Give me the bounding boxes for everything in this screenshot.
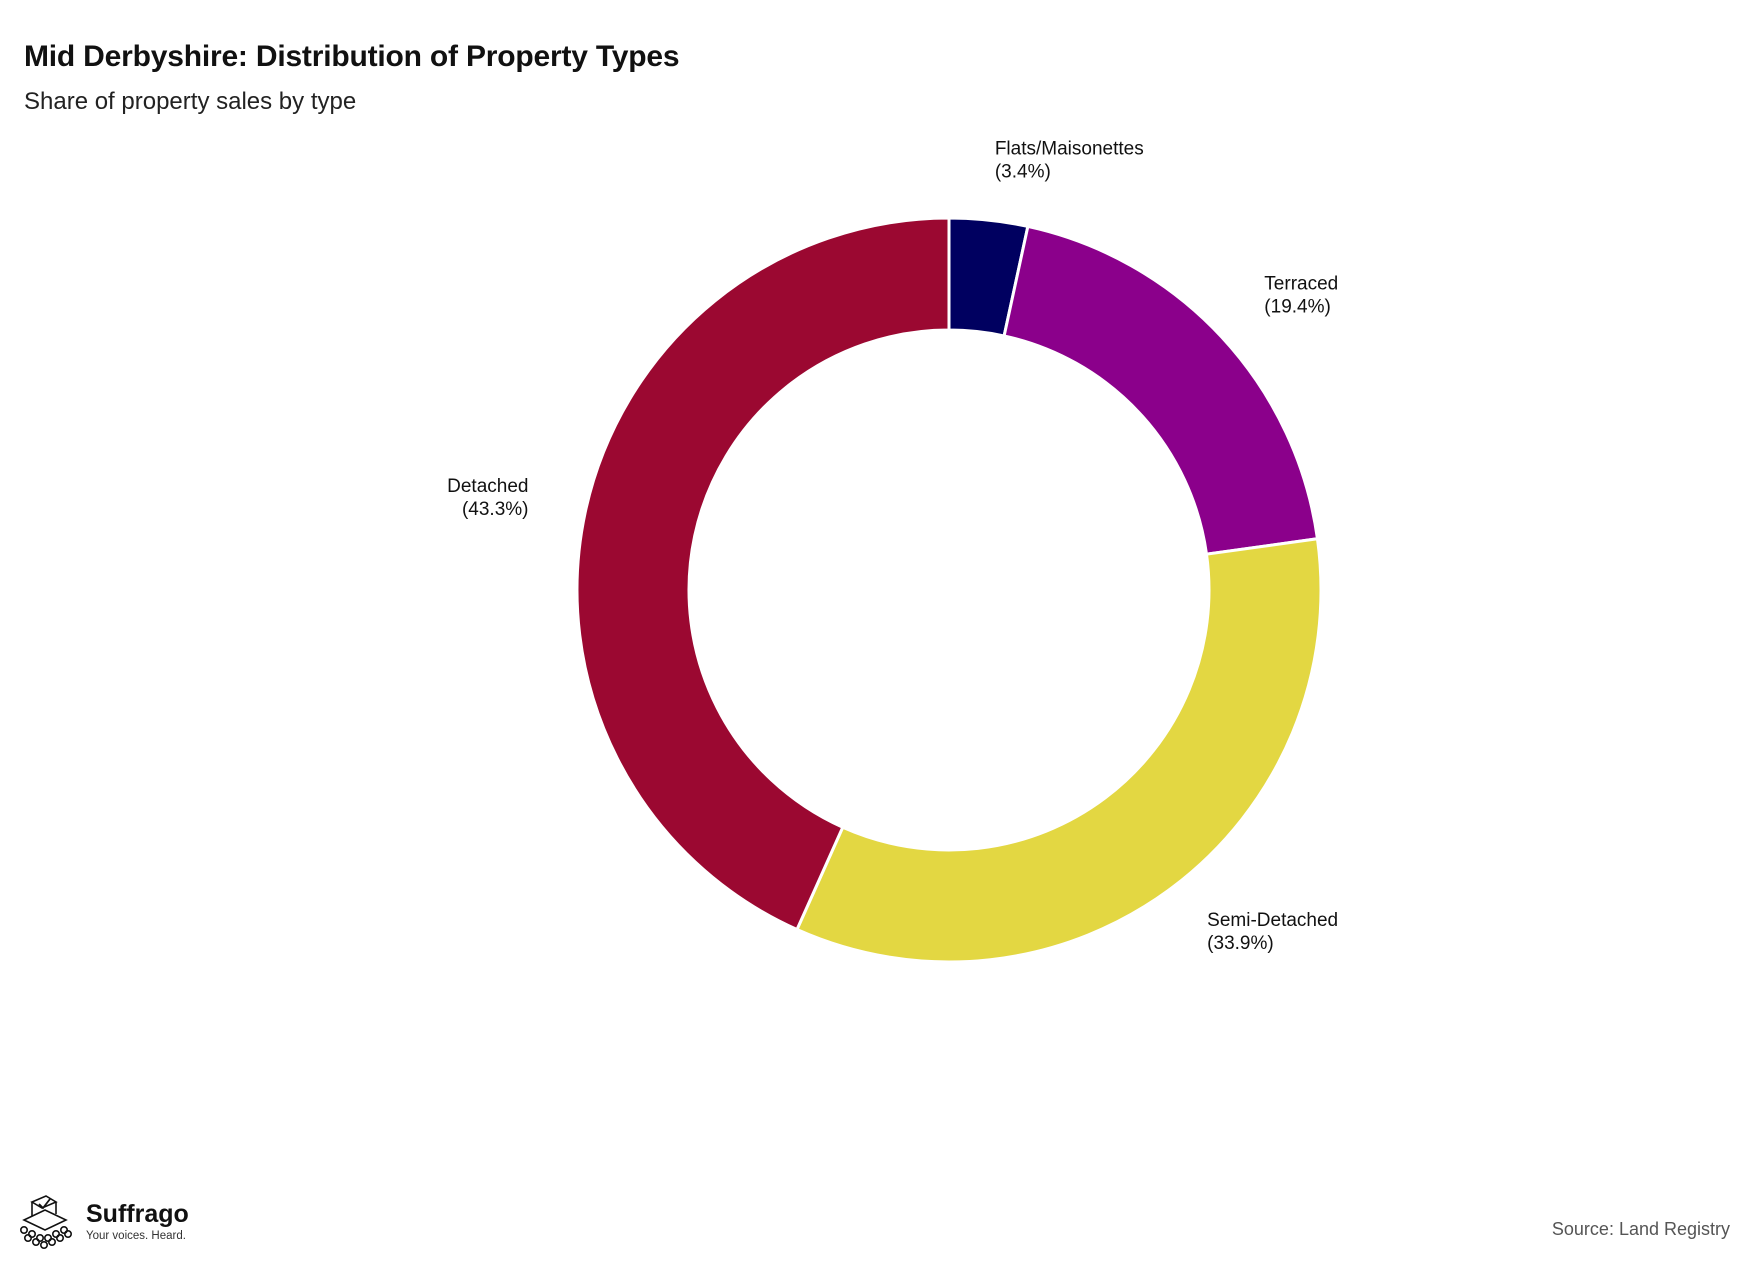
chart-title: Mid Derbyshire: Distribution of Property… xyxy=(24,40,680,73)
slice-label-value: (43.3%) xyxy=(462,499,529,520)
slice-label-value: (33.9%) xyxy=(1207,933,1274,954)
slice-label-name: Semi-Detached xyxy=(1207,910,1338,931)
slice-labels: Flats/Maisonettes (3.4%) Terraced (19.4%) Se… xyxy=(447,138,1338,953)
brand-logo: Suffrago Your voices. Heard. xyxy=(14,1192,189,1250)
slice-label-name: Flats/Maisonettes xyxy=(995,138,1144,159)
source-note: Source: Land Registry xyxy=(1551,1219,1730,1239)
slice-label: Terraced (19.4%) xyxy=(1264,274,1338,318)
slice-label: Detached (43.3%) xyxy=(447,476,528,520)
brand-tagline: Your voices. Heard. xyxy=(86,1229,186,1242)
slice-terraced xyxy=(1002,224,1320,556)
slice-label-value: (19.4%) xyxy=(1264,297,1331,318)
slice-label: Semi-Detached (33.9%) xyxy=(1207,910,1338,954)
slice-label-value: (3.4%) xyxy=(995,161,1051,182)
slice-detached xyxy=(575,216,951,932)
donut-slices xyxy=(575,216,1323,964)
chart-subtitle: Share of property sales by type xyxy=(24,88,357,115)
slice-label-name: Detached xyxy=(447,476,528,497)
ballot-box-icon xyxy=(20,1195,72,1249)
slice-label: Flats/Maisonettes (3.4%) xyxy=(995,138,1144,182)
slice-semi-detached xyxy=(795,537,1323,964)
slice-label-name: Terraced xyxy=(1264,274,1338,295)
brand-name: Suffrago xyxy=(86,1199,189,1228)
